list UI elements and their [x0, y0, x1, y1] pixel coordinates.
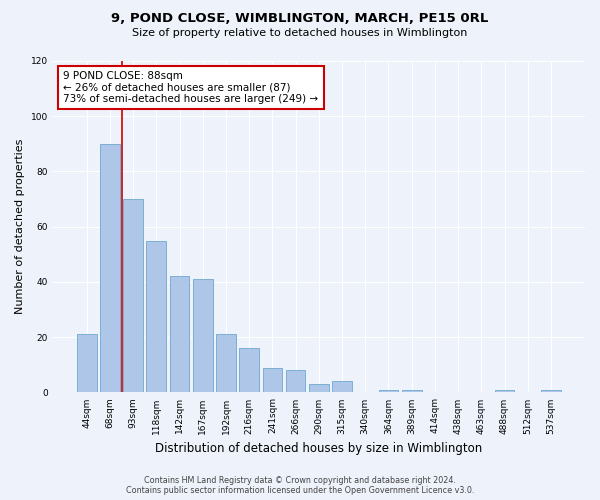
Bar [170, 276, 190, 392]
Bar [494, 390, 514, 392]
Text: 9 POND CLOSE: 88sqm
← 26% of detached houses are smaller (87)
73% of semi-detach: 9 POND CLOSE: 88sqm ← 26% of detached ho… [64, 71, 319, 104]
Bar [263, 368, 282, 392]
Y-axis label: Number of detached properties: Number of detached properties [15, 139, 25, 314]
Bar [77, 334, 97, 392]
Bar [402, 390, 422, 392]
X-axis label: Distribution of detached houses by size in Wimblington: Distribution of detached houses by size … [155, 442, 482, 455]
Text: Contains HM Land Registry data © Crown copyright and database right 2024.
Contai: Contains HM Land Registry data © Crown c… [126, 476, 474, 495]
Bar [309, 384, 329, 392]
Text: Size of property relative to detached houses in Wimblington: Size of property relative to detached ho… [133, 28, 467, 38]
Bar [286, 370, 305, 392]
Bar [541, 390, 561, 392]
Bar [332, 382, 352, 392]
Bar [193, 279, 212, 392]
Bar [100, 144, 120, 392]
Bar [146, 240, 166, 392]
Bar [239, 348, 259, 393]
Text: 9, POND CLOSE, WIMBLINGTON, MARCH, PE15 0RL: 9, POND CLOSE, WIMBLINGTON, MARCH, PE15 … [112, 12, 488, 26]
Bar [379, 390, 398, 392]
Bar [216, 334, 236, 392]
Bar [123, 199, 143, 392]
